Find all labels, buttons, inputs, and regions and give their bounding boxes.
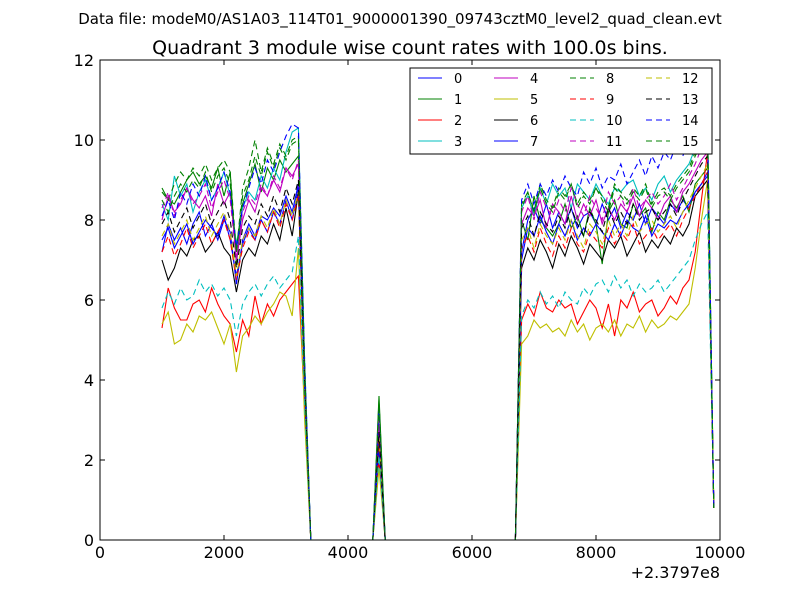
x-tick-label: 0 [95,543,105,562]
chart-title: Quadrant 3 module wise count rates with … [152,37,668,59]
legend-label-7: 7 [530,135,538,150]
series-0-line [161,174,715,541]
legend-label-14: 14 [682,114,699,129]
series-11-line [161,138,715,541]
x-tick-label: 2000 [204,543,245,562]
y-tick-label: 2 [84,451,94,470]
y-tick-label: 8 [84,211,94,230]
legend-label-12: 12 [682,72,699,87]
legend-label-4: 4 [530,72,538,87]
figure-suptitle: Data file: modeM0/AS1A03_114T01_90000013… [78,10,722,29]
y-tick-label: 4 [84,371,94,390]
x-tick-label: 4000 [328,543,369,562]
legend-label-6: 6 [530,114,538,129]
x-tick-label: 8000 [576,543,617,562]
legend-label-5: 5 [530,93,538,108]
y-tick-label: 10 [74,131,94,150]
legend-label-11: 11 [606,135,623,150]
series-2-line [161,151,715,541]
y-tick-label: 0 [84,531,94,550]
series-9-line [161,171,715,541]
series-10-line [161,211,715,541]
legend-label-3: 3 [454,135,462,150]
legend-label-8: 8 [606,72,614,87]
series-4-line [161,150,715,541]
series-7-line [161,171,715,541]
legend-label-15: 15 [682,135,699,150]
legend-label-13: 13 [682,93,699,108]
legend-label-10: 10 [606,114,623,129]
legend-label-2: 2 [454,114,462,129]
series-layer [161,123,715,541]
series-12-line [161,163,715,541]
y-tick-label: 12 [74,51,94,70]
legend-label-0: 0 [454,72,462,87]
x-tick-label: 10000 [695,543,746,562]
series-8-line [161,127,715,541]
legend-label-9: 9 [606,93,614,108]
series-15-line [161,131,715,541]
series-14-line [161,123,715,541]
x-tick-label: 6000 [452,543,493,562]
legend-label-1: 1 [454,93,462,108]
x-offset-label: +2.3797e8 [631,563,720,582]
y-tick-label: 6 [84,291,94,310]
legend-box [409,67,713,155]
